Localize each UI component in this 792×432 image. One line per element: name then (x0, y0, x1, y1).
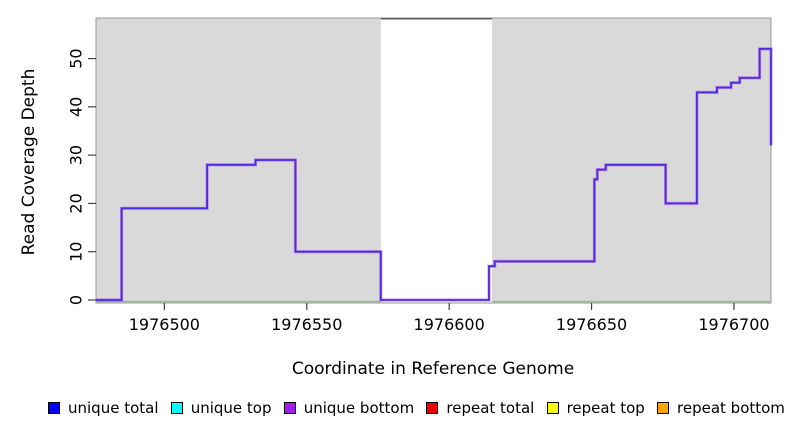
x-axis-label: Coordinate in Reference Genome (291, 359, 575, 379)
repeat-total-swatch-icon (426, 402, 439, 414)
legend-label: unique total (68, 399, 159, 417)
repeat-top-swatch-icon (546, 402, 559, 414)
masked-region (380, 18, 492, 303)
legend: unique total unique top unique bottom re… (48, 396, 785, 420)
y-tick-label: 50 (67, 48, 86, 68)
x-tick-label: 1976550 (271, 315, 342, 334)
legend-label: unique top (190, 399, 272, 417)
legend-label: unique bottom (303, 399, 415, 417)
legend-label: repeat top (566, 399, 645, 417)
y-tick-label: 40 (67, 97, 86, 117)
x-tick-label: 1976700 (698, 315, 769, 334)
x-tick-label: 1976500 (129, 315, 200, 334)
y-tick-label: 30 (67, 145, 86, 165)
x-tick-label: 1976600 (414, 315, 485, 334)
y-tick-label: 20 (67, 193, 86, 213)
repeat-bottom-swatch-icon (657, 402, 670, 414)
legend-item-repeat-bottom: repeat bottom (657, 399, 785, 417)
legend-item-unique-total: unique total (48, 399, 159, 417)
legend-item-repeat-top: repeat top (546, 399, 645, 417)
x-tick-label: 1976650 (556, 315, 627, 334)
legend-item-repeat-total: repeat total (426, 399, 534, 417)
legend-item-unique-top: unique top (170, 399, 272, 417)
y-tick-label: 10 (67, 242, 86, 262)
y-tick-label: 0 (67, 295, 86, 305)
coverage-line (96, 48, 772, 301)
unique-bottom-swatch-icon (283, 402, 296, 414)
legend-label: repeat total (446, 399, 535, 417)
unique-top-swatch-icon (170, 402, 183, 414)
unique-total-swatch-icon (48, 402, 60, 414)
legend-label: repeat bottom (677, 399, 785, 417)
legend-item-unique-bottom: unique bottom (283, 399, 415, 417)
y-axis-label: Read Coverage Depth (19, 68, 39, 256)
